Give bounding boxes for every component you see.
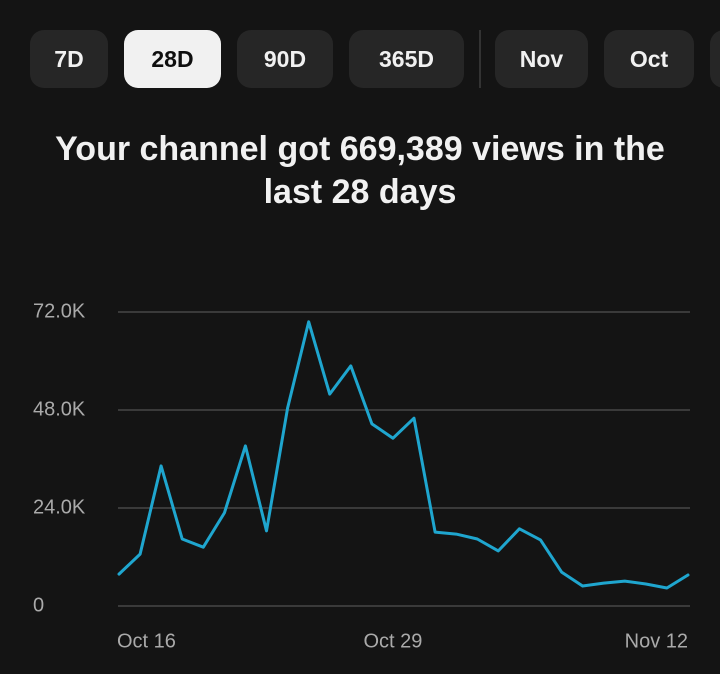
x-tick-label: Oct 29 [364, 630, 423, 652]
tab[interactable]: Oct [604, 30, 694, 88]
tab[interactable]: Nov [495, 30, 588, 88]
y-tick-label: 24.0K [33, 496, 86, 518]
y-tick-label: 48.0K [33, 398, 86, 420]
y-tick-label: 0 [33, 594, 44, 616]
x-tick-label: Oct 16 [117, 630, 176, 652]
x-tick-label: Nov 12 [625, 630, 688, 652]
line [117, 320, 690, 590]
tab[interactable]: 28D [124, 30, 221, 88]
tab[interactable]: 90D [237, 30, 333, 88]
tab[interactable]: 7D [30, 30, 108, 88]
chart-title: Your channel got 669,389 views in the la… [55, 130, 665, 211]
tab[interactable] [710, 30, 720, 88]
tab[interactable]: 365D [349, 30, 464, 88]
divider [479, 30, 481, 88]
y-tick-label: 72.0K [33, 300, 86, 322]
